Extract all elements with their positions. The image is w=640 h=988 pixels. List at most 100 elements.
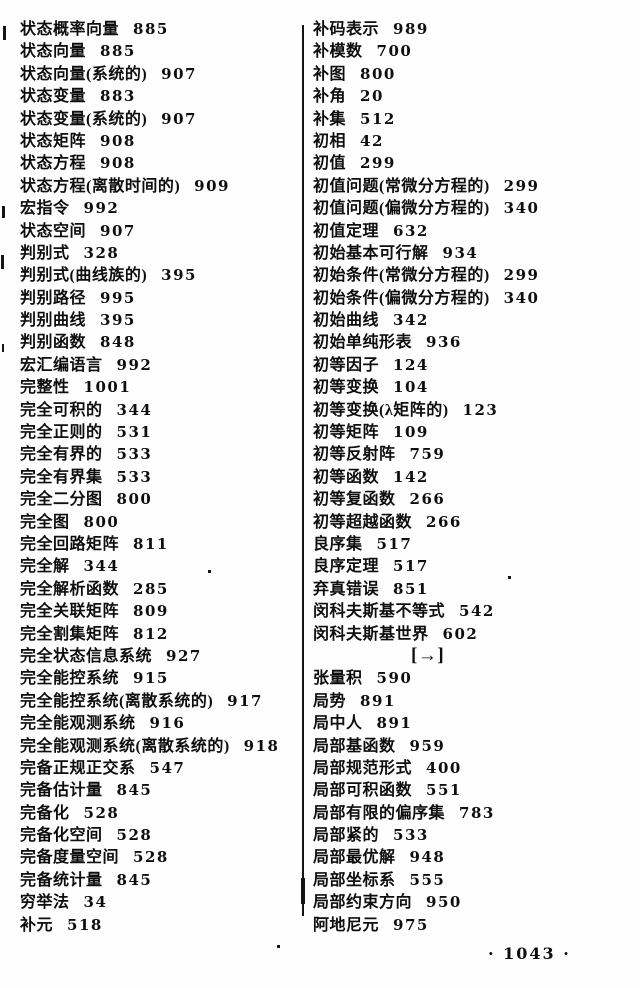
index-entry: 完全图 800 xyxy=(20,511,302,533)
entry-term: 局部最优解 xyxy=(313,849,396,867)
index-entry: 完全二分图 800 xyxy=(20,488,302,510)
entry-term: 状态方程(离散时间的) xyxy=(20,177,181,195)
entry-term: 完全有界的 xyxy=(20,446,103,464)
entry-page-number: 992 xyxy=(116,355,153,374)
entry-term: 局势 xyxy=(313,692,347,710)
index-entry: 状态空间 907 xyxy=(20,220,302,242)
entry-page-number: 400 xyxy=(426,758,462,777)
entry-term: 补元 xyxy=(20,916,54,934)
entry-page-number: 845 xyxy=(116,870,153,889)
index-entry: 初等超越函数 266 xyxy=(313,511,633,533)
entry-page-number: 342 xyxy=(393,311,429,330)
entry-page-number: 590 xyxy=(376,669,413,688)
entry-page-number: 907 xyxy=(161,109,197,128)
entry-page-number: 783 xyxy=(459,803,495,822)
entry-term: 初等变换 xyxy=(313,379,380,397)
index-entry: 完全关联矩阵 809 xyxy=(20,600,302,622)
entry-page-number: 883 xyxy=(100,87,136,106)
entry-term: 完全解 xyxy=(20,558,70,576)
entry-page-number: 395 xyxy=(161,266,197,285)
entry-page-number: 533 xyxy=(116,467,153,486)
index-entry: 初相 42 xyxy=(313,130,633,152)
entry-term: 补集 xyxy=(313,110,347,128)
entry-term: 补角 xyxy=(313,88,347,106)
entry-term: 完全解析函数 xyxy=(20,580,120,598)
index-entry: 完备化空间 528 xyxy=(20,824,302,846)
entry-term: 完备正规正交系 xyxy=(20,759,136,777)
index-entry: 完全能观测系统 916 xyxy=(20,712,302,734)
index-entry: 补集 512 xyxy=(313,108,633,130)
entry-term: 完全图 xyxy=(20,513,70,531)
index-entry: 初始基本可行解 934 xyxy=(313,242,633,264)
entry-page-number: 528 xyxy=(133,848,169,867)
index-entry: 完全能观测系统(离散系统的) 918 xyxy=(20,735,302,757)
index-entry: 完备估计量 845 xyxy=(20,779,302,801)
entry-term: 状态向量(系统的) xyxy=(20,65,148,83)
entry-page-number: 124 xyxy=(393,355,429,374)
index-entry: 局部最优解 948 xyxy=(313,846,633,868)
entry-page-number: 528 xyxy=(83,803,120,822)
entry-term: 初等函数 xyxy=(313,468,380,486)
entry-page-number: 551 xyxy=(426,781,462,800)
entry-page-number: 917 xyxy=(227,691,263,710)
entry-term: 局部约束方向 xyxy=(313,894,413,912)
entry-page-number: 948 xyxy=(409,848,446,867)
entry-term: 完全回路矩阵 xyxy=(20,535,120,553)
entry-term: 宏汇编语言 xyxy=(20,356,103,374)
entry-term: 初始基本可行解 xyxy=(313,244,429,262)
entry-term: 完全正则的 xyxy=(20,424,103,442)
index-entry: 初等矩阵 109 xyxy=(313,421,633,443)
entry-page-number: 885 xyxy=(133,20,169,38)
index-entry: 初值 299 xyxy=(313,152,633,174)
entry-page-number: 285 xyxy=(133,579,169,598)
index-entry: 宏指令 992 xyxy=(20,197,302,219)
entry-term: 阿地尼元 xyxy=(313,916,380,934)
entry-term: 局部坐标系 xyxy=(313,871,396,889)
scan-speck xyxy=(2,206,5,218)
entry-page-number: 907 xyxy=(100,221,136,240)
entry-page-number: 555 xyxy=(409,870,446,889)
entry-term: 初值 xyxy=(313,155,347,173)
index-entry: 完全割集矩阵 812 xyxy=(20,623,302,645)
entry-term: 补码表示 xyxy=(313,21,380,38)
index-entry: 完全能控系统 915 xyxy=(20,667,302,689)
entry-term: 初等反射阵 xyxy=(313,446,396,464)
entry-term: 良序定理 xyxy=(313,558,380,576)
index-entry: 初等变换(λ矩阵的) 123 xyxy=(313,399,633,421)
entry-term: 状态变量 xyxy=(20,88,87,106)
entry-page-number: 800 xyxy=(116,490,153,509)
entry-page-number: 528 xyxy=(116,826,153,845)
entry-term: 初等变换(λ矩阵的) xyxy=(313,401,449,419)
entry-page-number: 989 xyxy=(393,20,429,38)
index-entry: 局部有限的偏序集 783 xyxy=(313,802,633,824)
entry-page-number: 927 xyxy=(166,646,202,665)
entry-term: 完备估计量 xyxy=(20,782,103,800)
entry-page-number: 109 xyxy=(393,423,429,442)
entry-page-number: 848 xyxy=(100,333,136,352)
scan-speck xyxy=(208,570,211,573)
index-entry: 初值问题(常微分方程的) 299 xyxy=(313,175,633,197)
index-entry: 补元 518 xyxy=(20,914,302,936)
entry-page-number: 907 xyxy=(161,64,197,83)
index-entry: 完全解 344 xyxy=(20,555,302,577)
entry-term: 局部规范形式 xyxy=(313,759,413,777)
entry-page-number: 700 xyxy=(376,42,413,61)
entry-term: 完备度量空间 xyxy=(20,849,120,867)
index-entry: 状态方程 908 xyxy=(20,152,302,174)
entry-term: 闵科夫斯基不等式 xyxy=(313,603,446,621)
index-entry: 补码表示 989 xyxy=(313,18,633,40)
entry-term: 弃真错误 xyxy=(313,580,380,598)
index-entry: 状态变量(系统的) 907 xyxy=(20,108,302,130)
entry-page-number: 950 xyxy=(426,893,462,912)
entry-page-number: 995 xyxy=(100,288,136,307)
entry-term: 补图 xyxy=(313,65,347,83)
index-entry: 局部约束方向 950 xyxy=(313,891,633,913)
index-entry: 局部坐标系 555 xyxy=(313,869,633,891)
index-entry: 判别函数 848 xyxy=(20,331,302,353)
index-entry: 良序集 517 xyxy=(313,533,633,555)
entry-page-number: 340 xyxy=(503,288,540,307)
entry-page-number: 344 xyxy=(116,400,153,419)
entry-page-number: 800 xyxy=(360,64,396,83)
entry-term: 完全关联矩阵 xyxy=(20,603,120,621)
entry-term: 判别曲线 xyxy=(20,312,87,330)
